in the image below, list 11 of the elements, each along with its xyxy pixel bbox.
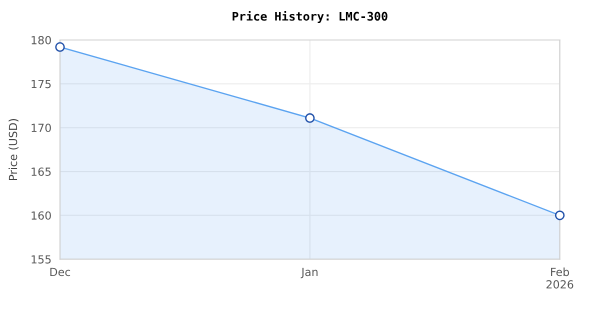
x-tick-label: Jan (300, 268, 318, 278)
y-tick-label: 170 (32, 124, 51, 132)
x-tick-label: Feb 2026 (546, 268, 574, 289)
y-tick-label: 175 (32, 80, 51, 88)
y-tick-label: 155 (32, 255, 51, 264)
y-tick-label: 180 (32, 36, 51, 44)
y-tick-label: 160 (32, 211, 51, 220)
y-axis-title: Price (USD) (8, 119, 18, 180)
chart-title: Price History: LMC-300 (232, 10, 388, 23)
y-tick-label: 165 (32, 167, 51, 176)
x-tick-label: Dec (50, 268, 70, 276)
